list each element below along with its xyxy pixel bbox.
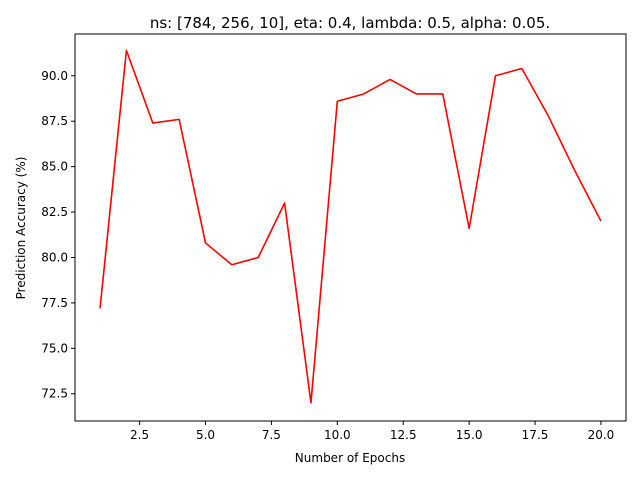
plot-frame (74, 33, 627, 422)
chart-title: ns: [784, 256, 10], eta: 0.4, lambda: 0.… (150, 14, 550, 32)
x-axis-label: Number of Epochs (295, 451, 405, 465)
y-tick-label: 87.5 (41, 114, 68, 128)
x-tick-label: 10.0 (324, 428, 351, 442)
x-tick-label: 5.0 (196, 428, 215, 442)
series-layer (99, 49, 602, 404)
y-tick-label: 75.0 (41, 341, 68, 355)
y-tick-label: 77.5 (41, 296, 68, 310)
y-tick-label: 90.0 (41, 69, 68, 83)
x-tick-label: 12.5 (390, 428, 417, 442)
y-tick-label: 80.0 (41, 250, 68, 264)
x-tick-label: 15.0 (456, 428, 483, 442)
y-axis-label: Prediction Accuracy (%) (14, 157, 28, 300)
y-tick-label: 72.5 (41, 387, 68, 401)
x-axis: 2.5 5.0 7.5 10.0 12.5 15.0 17.5 20.0 (130, 421, 614, 442)
x-tick-label: 17.5 (522, 428, 549, 442)
x-tick-label: 20.0 (588, 428, 615, 442)
y-tick-label: 82.5 (41, 205, 68, 219)
series-line (99, 49, 602, 404)
x-tick-label: 7.5 (262, 428, 281, 442)
y-axis: 72.5 75.0 77.5 80.0 82.5 85.0 87.5 90.0 (41, 69, 75, 401)
x-tick-label: 2.5 (130, 428, 149, 442)
y-tick-label: 85.0 (41, 160, 68, 174)
